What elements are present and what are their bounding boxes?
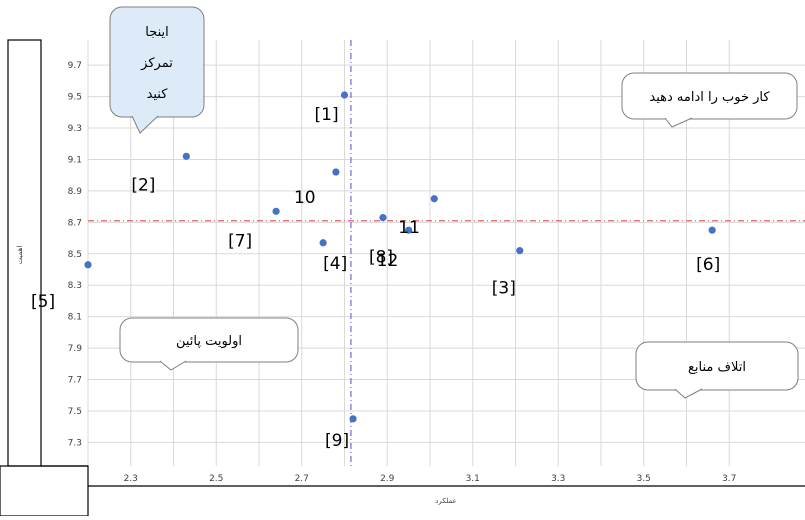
y-tick-label: 8.3: [68, 281, 82, 291]
point-label: 12: [377, 251, 399, 271]
callout-focus-here-text: کنید: [147, 87, 169, 102]
y-tick-label: 9.1: [68, 155, 82, 165]
callout-low-priority-text: اولویت پائین: [176, 334, 242, 349]
callout-focus-here-text: اینجا: [145, 25, 169, 40]
data-point: [405, 226, 413, 234]
y-tick-label: 8.9: [68, 187, 83, 197]
point-label: [4]: [323, 254, 347, 274]
x-tick-label: 3.7: [722, 474, 736, 484]
y-tick-label: 7.3: [68, 438, 82, 448]
callout-keep-good-work: کار خوب را ادامه دهید: [621, 72, 798, 128]
x-axis-title: عملکرد: [435, 497, 456, 505]
reference-lines: [88, 40, 805, 466]
y-tick-label: 7.5: [68, 407, 82, 417]
point-label: [8]: [369, 248, 393, 268]
data-point: [319, 239, 327, 247]
point-label: [3]: [492, 279, 516, 299]
callout-resource-waste: اتلاف منابع: [635, 341, 799, 399]
callout-keep-good-work-text: کار خوب را ادامه دهید: [649, 90, 770, 105]
y-tick-label: 8.1: [68, 313, 82, 323]
data-point: [708, 226, 716, 234]
y-tick-label: 8.7: [68, 218, 82, 228]
quadrant-callouts: اینجا تمرکز کنید کار خوب را ادامه دهید اولوی…: [109, 6, 799, 399]
data-point: [430, 195, 438, 203]
x-tick-label: 2.3: [124, 474, 138, 484]
x-tick-label: 2.9: [380, 474, 395, 484]
point-labels: [1] [2] [3] [4] [5] [6] [7] [8] [9] 10 11 12: [31, 105, 720, 451]
callout-focus-here-tail: [131, 115, 159, 134]
callout-focus-here: اینجا تمرکز کنید: [109, 6, 205, 134]
y-tick-label: 9.3: [68, 124, 82, 134]
x-tick-label: 3.1: [466, 474, 480, 484]
y-tick-label: 7.9: [68, 344, 83, 354]
data-point: [349, 415, 357, 423]
x-tick-label: 2.7: [295, 474, 309, 484]
y-axis-title: اهمیت: [16, 246, 24, 265]
data-point: [340, 91, 349, 99]
data-point: [379, 214, 387, 222]
callout-keep-good-work-box: [621, 72, 798, 120]
point-label: [1]: [315, 105, 339, 125]
point-label: 10: [294, 188, 316, 208]
y-tick-label: 7.7: [68, 376, 82, 386]
x-tick-label: 3.3: [551, 474, 565, 484]
data-point: [182, 152, 190, 160]
data-point: [332, 168, 340, 176]
point-label: 11: [398, 218, 420, 238]
callout-low-priority-box: [119, 317, 299, 363]
point-label: [9]: [325, 431, 349, 451]
point-label: [5]: [31, 292, 55, 312]
callout-resource-waste-text: اتلاف منابع: [688, 360, 746, 375]
data-point: [272, 207, 280, 215]
callout-keep-good-work-tail: [664, 117, 693, 128]
callout-focus-here-text: تمرکز: [140, 56, 173, 71]
point-label: [2]: [131, 175, 155, 195]
tick-labels: 9.7 9.5 9.3 9.1 8.9 8.7 8.5 8.3 8.1 7.9 7.7 7.5 7.3 2…: [68, 61, 737, 484]
data-points: [84, 91, 716, 423]
y-tick-label: 9.7: [68, 61, 82, 71]
callout-low-priority-tail: [159, 360, 187, 371]
callout-low-priority: اولویت پائین: [119, 317, 299, 371]
point-label: [7]: [228, 231, 252, 251]
point-label: [6]: [696, 255, 720, 275]
data-point: [84, 261, 92, 269]
x-tick-label: 2.5: [209, 474, 223, 484]
callout-resource-waste-tail: [674, 388, 703, 399]
axis-titles: عملکرد اهمیت: [16, 246, 457, 505]
callout-resource-waste-box: [635, 341, 799, 391]
data-point: [516, 247, 524, 255]
y-tick-label: 9.5: [68, 93, 82, 103]
y-tick-label: 8.5: [68, 250, 82, 260]
x-tick-label: 3.5: [637, 474, 651, 484]
